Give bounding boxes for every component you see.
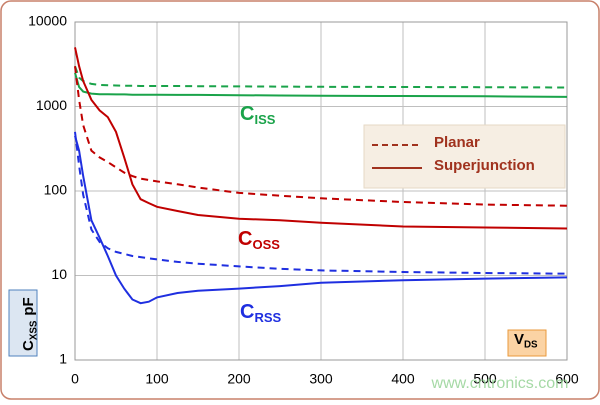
y-label-unit: pF xyxy=(20,297,37,315)
legend-label: Planar xyxy=(434,134,480,151)
x-label-sub: DS xyxy=(524,339,538,350)
y-tick-label: 10000 xyxy=(28,13,67,29)
y-tick-label: 1 xyxy=(59,351,67,367)
x-label: VDS xyxy=(514,331,538,350)
series-line xyxy=(74,135,568,305)
series-line xyxy=(74,66,568,207)
annotation-sub: ISS xyxy=(254,112,275,127)
series-line xyxy=(74,72,568,98)
y-tick-label: 100 xyxy=(44,182,68,198)
annotation: COSS xyxy=(238,228,280,252)
x-tick-label: 500 xyxy=(473,371,497,387)
x-label-box xyxy=(507,329,547,357)
y-label: CXSS pF xyxy=(20,297,39,351)
series-line xyxy=(74,65,568,89)
annotation: CRSS xyxy=(240,301,282,325)
annotation-main: C xyxy=(240,301,254,323)
annotation-sub: OSS xyxy=(252,237,280,252)
y-tick-label: 10 xyxy=(51,266,67,282)
y-tick-label: 1000 xyxy=(36,97,67,113)
plot-border xyxy=(74,21,568,361)
series-line xyxy=(74,131,568,275)
x-tick-label: 0 xyxy=(71,371,79,387)
annotation-main: C xyxy=(238,228,252,250)
legend-box xyxy=(363,124,566,189)
series-line xyxy=(74,47,568,230)
watermark: www.cntronics.com xyxy=(431,375,569,392)
y-label-text-sub: XSS xyxy=(28,320,39,340)
x-tick-label: 100 xyxy=(145,371,169,387)
x-label-main: V xyxy=(514,331,524,348)
x-tick-label: 400 xyxy=(391,371,415,387)
x-tick-label: 600 xyxy=(555,371,579,387)
annotation: CISS xyxy=(240,103,276,127)
y-label-text-main: C xyxy=(20,340,37,351)
x-tick-label: 300 xyxy=(309,371,333,387)
y-label-text: CXSS pF xyxy=(20,297,39,351)
annotation-main: C xyxy=(240,103,254,125)
x-tick-label: 200 xyxy=(227,371,251,387)
legend-label: Superjunction xyxy=(434,157,535,174)
y-label-box xyxy=(8,289,38,357)
annotation-sub: RSS xyxy=(254,310,281,325)
